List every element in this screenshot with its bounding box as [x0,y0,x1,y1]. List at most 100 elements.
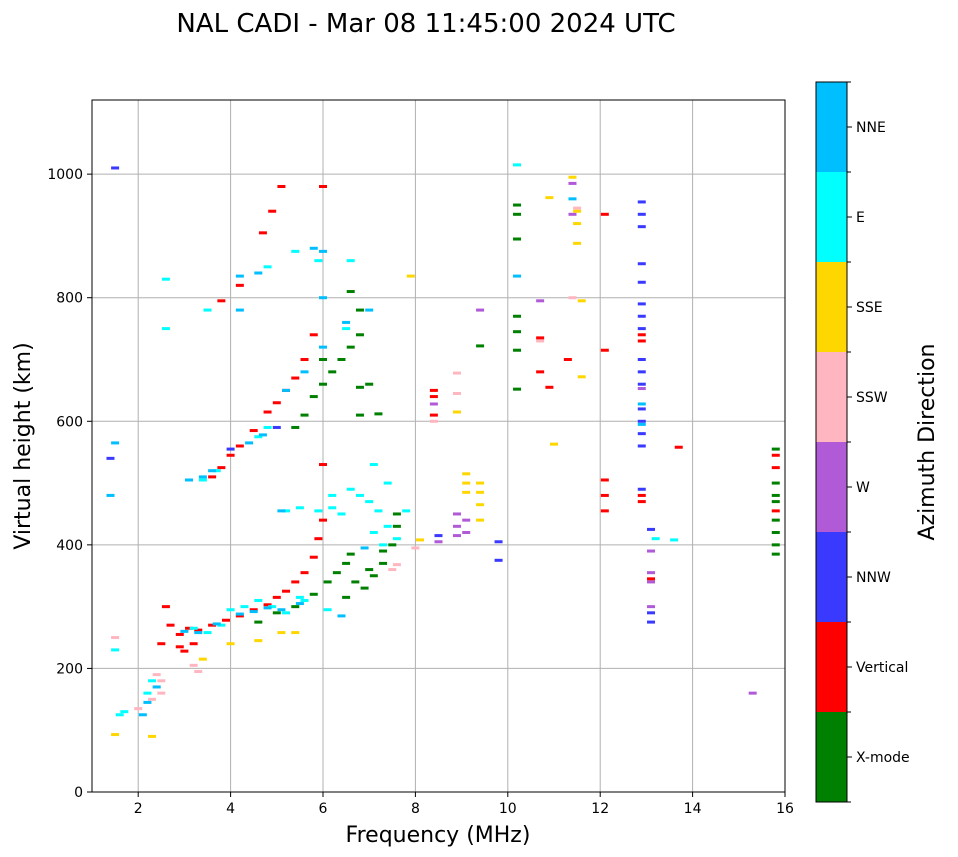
data-point [249,610,258,614]
data-point [577,375,586,379]
data-point [388,568,397,572]
data-point [637,280,646,284]
data-point [452,391,461,395]
data-point [577,299,586,303]
data-point [647,571,656,575]
data-point [148,697,157,701]
data-point [194,628,203,632]
data-point [245,441,254,445]
data-point [185,478,194,482]
data-point [291,249,300,253]
data-point [254,435,263,439]
data-point [452,524,461,528]
data-point [282,611,291,615]
data-point [550,442,558,446]
data-point [563,358,572,361]
data-point [365,568,374,572]
data-point [300,358,309,361]
data-point [771,493,780,497]
data-point [254,620,263,624]
data-point [494,558,503,562]
series-sse [111,175,586,738]
data-point [637,500,646,504]
data-point [402,509,411,513]
x-tick-label: 2 [134,801,143,817]
data-point [346,552,355,556]
data-point [462,518,471,522]
data-point [332,571,341,575]
data-point [637,422,646,426]
data-point [388,543,397,547]
data-point [258,231,267,235]
data-point [198,475,207,479]
data-point [600,509,609,513]
data-point [536,299,545,303]
data-point [771,447,780,451]
data-point [513,348,522,352]
data-point [319,382,327,386]
data-point [337,614,346,618]
data-point [637,382,646,386]
data-point [392,524,401,528]
data-point [263,425,272,429]
data-point [369,531,378,534]
data-point [235,308,244,312]
data-point [295,595,304,599]
data-point [309,395,318,399]
data-point [115,713,124,717]
data-point [309,592,318,596]
data-point [300,571,309,575]
data-point [111,733,120,737]
data-point [263,606,272,610]
data-point [452,534,461,538]
data-point [637,402,646,406]
data-point [342,320,351,324]
data-point [513,314,522,318]
data-point [637,358,646,361]
colorbar-swatch-nnw [816,532,847,622]
data-point [235,612,244,616]
data-point [212,622,221,626]
data-point [392,512,401,516]
data-point [189,642,198,646]
data-point [513,212,522,216]
data-point [319,463,327,467]
data-point [346,345,355,349]
data-point [309,555,318,559]
x-tick-label: 14 [684,801,702,817]
data-point [434,540,443,544]
data-point [568,296,577,300]
colorbar-swatch-e [816,172,847,262]
data-point [203,631,212,635]
data-point [637,487,646,491]
data-point [282,388,291,392]
data-point [462,531,471,534]
colorbar-swatch-w [816,442,847,532]
data-point [429,395,438,399]
data-point [651,537,660,541]
data-point [355,333,364,337]
data-point [637,444,646,448]
data-point [314,259,323,263]
data-point [411,546,420,550]
colorbar-swatch-x-mode [816,712,847,802]
y-axis-label: Virtual height (km) [11,342,36,549]
data-point [392,537,401,541]
data-point [319,185,327,188]
data-point [240,605,249,609]
y-tick-label: 600 [56,414,83,430]
data-point [647,549,656,553]
data-point [392,563,401,567]
data-point [254,639,263,643]
data-point [194,631,203,635]
series-w [429,181,757,695]
data-point [111,648,120,652]
data-point [568,175,577,179]
data-point [568,181,577,185]
data-point [771,466,780,470]
y-tick-label: 1000 [47,167,83,183]
data-point [180,629,189,633]
data-point [434,534,443,538]
data-point [198,657,207,661]
data-point [637,333,646,337]
